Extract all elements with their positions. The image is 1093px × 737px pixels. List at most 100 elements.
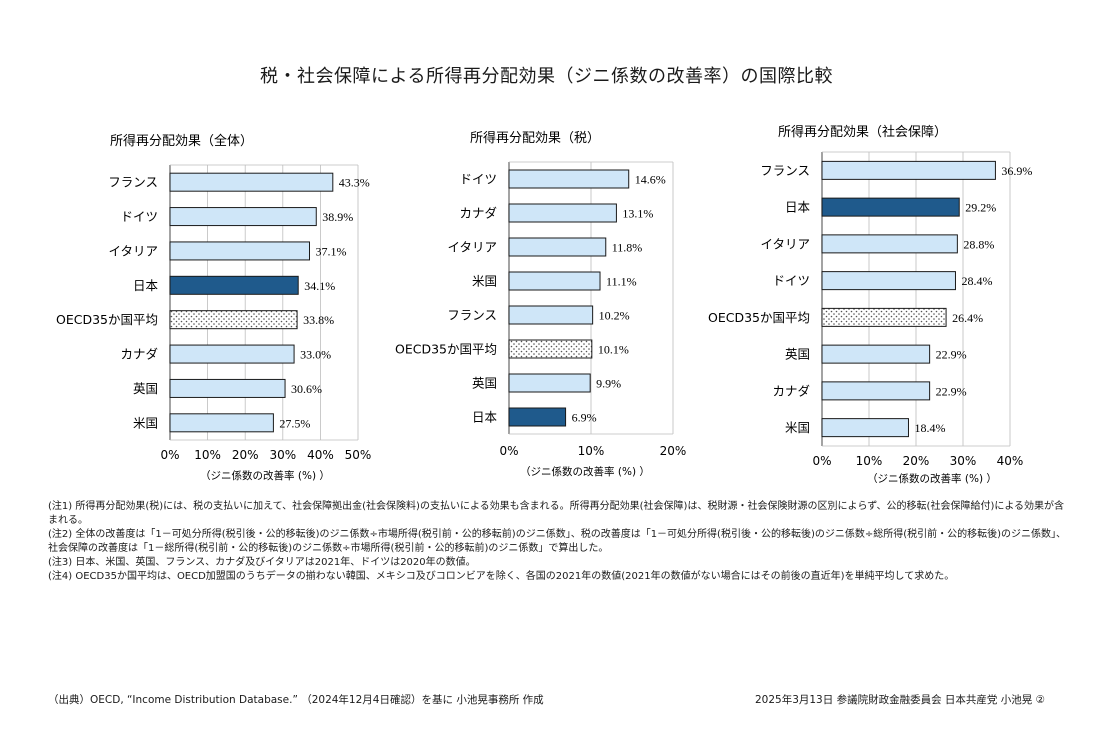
chart-tax-tick-label: 0% [499, 444, 518, 458]
chart-overall-value-label: 33.8% [303, 313, 334, 327]
chart-overall-tick-label: 50% [345, 448, 372, 462]
chart-tax-category-label: カナダ [459, 206, 497, 221]
page-title: 税・社会保障による所得再分配効果（ジニ係数の改善率）の国際比較 [260, 66, 833, 87]
chart-social-security: 所得再分配効果（社会保障） 0% 10% 20% 30% 40% フランス 36.9% 日本 29… [700, 120, 1060, 490]
note-3: (注3) 日本、米国、英国、フランス、カナダ及びイタリアは2021年、ドイツは2… [48, 557, 476, 568]
chart-social-security-tick-label: 0% [812, 454, 831, 468]
chart-tax-svg: 所得再分配効果（税） 0% 10% 20% ドイツ 14.6% カナダ 13.1% イタリア 11… [395, 130, 687, 478]
chart-social-security-svg: 所得再分配効果（社会保障） 0% 10% 20% 30% 40% フランス 36.9% 日本 29… [708, 124, 1032, 485]
chart-social-security-category-label: ドイツ [772, 273, 810, 288]
chart-overall-category-label: 米国 [133, 415, 158, 430]
chart-overall-value-label: 37.1% [315, 244, 346, 258]
chart-overall-bar [169, 207, 317, 227]
chart-tax-value-label: 10.1% [598, 343, 629, 357]
chart-social-security-bar [821, 381, 931, 401]
chart-tax-title: 所得再分配効果（税） [470, 130, 600, 146]
chart-tax-value-label: 9.9% [596, 377, 621, 391]
chart-tax-value-label: 10.2% [599, 309, 630, 323]
chart-social-security-xlabel: （ジニ係数の改善率 (%) ） [867, 472, 997, 485]
notes: (注1) 所得再分配効果(税)には、税の支払いに加えて、社会保障拠出金(社会保険… [48, 500, 1068, 584]
note-1: (注1) 所得再分配効果(税)には、税の支払いに加えて、社会保障拠出金(社会保険… [48, 501, 1065, 526]
chart-social-security-category-label: OECD35か国平均 [708, 310, 810, 325]
chart-tax-bar [508, 271, 601, 291]
chart-social-security-bar [821, 344, 931, 364]
chart-overall-category-label: OECD35か国平均 [56, 312, 158, 327]
chart-tax-category-label: ドイツ [459, 172, 497, 187]
chart-overall-tick-label: 20% [232, 448, 259, 462]
chart-social-security-bar [821, 271, 956, 291]
chart-tax-bar [508, 407, 567, 427]
chart-overall-title: 所得再分配効果（全体） [110, 133, 253, 149]
chart-overall-category-label: 日本 [133, 278, 159, 293]
chart-tax-category-label: フランス [447, 308, 497, 323]
chart-social-security-bar [821, 197, 960, 217]
source-note: （出典）OECD, “Income Distribution Database.… [48, 694, 544, 706]
chart-social-security-category-label: イタリア [760, 236, 810, 251]
chart-overall-value-label: 33.0% [300, 348, 331, 362]
chart-overall-tick-label: 30% [269, 448, 296, 462]
chart-tax-category-label: 米国 [472, 274, 497, 289]
footer-credit: 2025年3月13日 参議院財政金融委員会 日本共産党 小池晃 ② [754, 694, 1045, 706]
chart-social-security-category-label: フランス [760, 163, 810, 178]
chart-overall-xlabel: （ジニ係数の改善率 (%) ） [200, 469, 330, 482]
chart-social-security-bar [821, 234, 958, 254]
chart-social-security-value-label: 26.4% [952, 311, 983, 325]
chart-social-security-tick-label: 10% [856, 454, 883, 468]
chart-social-security-tick-label: 40% [997, 454, 1024, 468]
chart-social-security-category-label: 日本 [785, 200, 811, 215]
chart-overall-bar [169, 310, 298, 330]
chart-overall-bar [169, 241, 310, 261]
chart-tax: 所得再分配効果（税） 0% 10% 20% ドイツ 14.6% カナダ 13.1% イタリア 11… [385, 125, 695, 485]
chart-overall-tick-label: 10% [194, 448, 221, 462]
chart-social-security-bar [821, 307, 947, 327]
chart-social-security-category-label: 英国 [785, 347, 810, 362]
chart-tax-bar [508, 237, 607, 257]
chart-overall: 所得再分配効果（全体） 0% 10% 20% 30% 40% 50% フランス 43.3% ドイツ… [40, 125, 385, 485]
chart-overall-category-label: フランス [108, 175, 158, 190]
chart-tax-category-label: OECD35か国平均 [395, 342, 497, 357]
chart-tax-category-label: 日本 [472, 410, 498, 425]
chart-social-security-value-label: 28.8% [963, 237, 994, 251]
chart-overall-tick-label: 40% [307, 448, 334, 462]
chart-overall-category-label: カナダ [120, 347, 158, 362]
chart-tax-value-label: 11.1% [606, 275, 637, 289]
chart-overall-tick-label: 0% [160, 448, 179, 462]
chart-overall-bar [169, 275, 299, 295]
chart-tax-value-label: 14.6% [635, 173, 666, 187]
chart-tax-value-label: 6.9% [572, 411, 597, 425]
chart-overall-value-label: 30.6% [291, 382, 322, 396]
chart-tax-xlabel: （ジニ係数の改善率 (%) ） [520, 465, 650, 478]
chart-tax-category-label: イタリア [447, 240, 497, 255]
chart-social-security-category-label: カナダ [772, 383, 810, 398]
chart-overall-bar [169, 378, 286, 398]
chart-social-security-bar [821, 160, 996, 180]
chart-tax-value-label: 13.1% [622, 207, 653, 221]
chart-overall-bar [169, 172, 334, 192]
chart-overall-svg: 所得再分配効果（全体） 0% 10% 20% 30% 40% 50% フランス 43.3% ドイツ… [56, 133, 372, 482]
chart-overall-category-label: イタリア [108, 243, 158, 258]
chart-tax-bar [508, 203, 617, 223]
chart-overall-category-label: 英国 [133, 381, 158, 396]
chart-social-security-tick-label: 20% [903, 454, 930, 468]
chart-tax-bar [508, 169, 630, 189]
chart-social-security-bar [821, 418, 909, 438]
chart-social-security-value-label: 36.9% [1001, 164, 1032, 178]
chart-tax-tick-label: 10% [578, 444, 605, 458]
chart-social-security-category-label: 米国 [785, 420, 810, 435]
chart-overall-value-label: 38.9% [322, 210, 353, 224]
chart-social-security-value-label: 18.4% [914, 421, 945, 435]
chart-overall-value-label: 27.5% [279, 416, 310, 430]
chart-social-security-title: 所得再分配効果（社会保障） [778, 124, 947, 140]
chart-overall-category-label: ドイツ [120, 209, 158, 224]
note-4: (注4) OECD35か国平均は、OECD加盟国のうちデータの揃わない韓国、メキ… [48, 571, 955, 582]
chart-social-security-tick-label: 30% [950, 454, 977, 468]
chart-tax-tick-label: 20% [660, 444, 687, 458]
chart-social-security-value-label: 22.9% [936, 348, 967, 362]
chart-tax-bar [508, 339, 593, 359]
chart-tax-category-label: 英国 [472, 376, 497, 391]
chart-tax-bar [508, 305, 594, 325]
chart-tax-bar [508, 373, 591, 393]
note-2: (注2) 全体の改善度は「1－可処分所得(税引後・公的移転後)のジニ係数÷市場所… [48, 529, 1067, 554]
chart-social-security-value-label: 29.2% [965, 201, 996, 215]
chart-social-security-value-label: 28.4% [961, 274, 992, 288]
